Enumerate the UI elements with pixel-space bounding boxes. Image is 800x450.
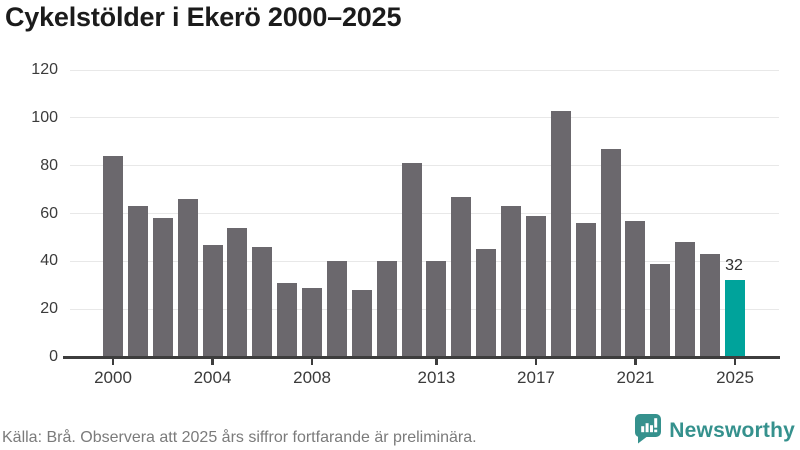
y-axis-label: 120 — [31, 61, 58, 78]
bar-chart-plot-area: 0 20 40 60 80 100 120 2000 2004 2008 2013 2017 2021 2… — [31, 61, 780, 387]
bar — [152, 218, 173, 357]
bar — [277, 282, 298, 357]
y-axis-label: 40 — [40, 252, 58, 270]
bar — [351, 290, 372, 357]
x-axis-tick — [435, 358, 438, 365]
chart-title: Cykelstölder i Ekerö 2000–2025 — [5, 2, 402, 32]
x-axis-tick — [634, 358, 637, 365]
bar — [202, 244, 223, 357]
y-axis-label: 60 — [40, 204, 58, 222]
y-axis-label: 20 — [40, 300, 58, 318]
x-axis-tick — [211, 358, 214, 365]
x-axis-tick — [111, 358, 115, 365]
y-axis-label: 0 — [49, 348, 58, 365]
x-axis-label: 2021 — [616, 368, 655, 387]
y-axis-label: 100 — [31, 108, 58, 126]
bar — [177, 199, 198, 357]
grid-line — [70, 260, 779, 262]
bar — [302, 287, 323, 357]
bar — [675, 242, 696, 357]
bar — [525, 215, 546, 357]
grid-line — [70, 308, 779, 310]
speech-bubble-bar-chart-icon — [634, 413, 662, 449]
grid-line — [70, 69, 779, 71]
bar — [501, 206, 522, 357]
x-axis-tick — [733, 358, 737, 365]
grid-line — [70, 213, 779, 214]
x-axis-tick — [534, 358, 538, 365]
x-axis-tick — [310, 358, 314, 365]
source-note: Källa: Brå. Observera att 2025 års siffr… — [2, 429, 477, 446]
bar — [326, 261, 347, 357]
bar — [376, 261, 397, 357]
bar — [550, 110, 571, 357]
x-axis-label: 2008 — [293, 368, 331, 387]
bar — [650, 263, 671, 357]
bar — [625, 220, 646, 357]
grid-line — [70, 165, 779, 167]
newsworthy-logo: Newsworthy — [634, 413, 795, 449]
bar — [127, 206, 148, 357]
bar — [451, 196, 472, 357]
bar — [700, 254, 721, 357]
x-axis-label: 2000 — [94, 368, 132, 387]
bar — [227, 227, 248, 357]
bar-highlight — [725, 280, 745, 357]
x-axis-label: 2013 — [417, 368, 456, 387]
bar — [600, 148, 621, 357]
x-axis-label: 2025 — [716, 368, 754, 387]
bar — [401, 163, 422, 357]
y-axis-label: 80 — [40, 156, 58, 174]
x-axis-label: 2017 — [517, 368, 555, 387]
bar — [252, 246, 273, 357]
bar — [575, 223, 596, 357]
bar — [426, 261, 447, 357]
bar — [476, 249, 497, 357]
x-axis-line — [63, 355, 780, 359]
value-label: 32 — [725, 257, 743, 275]
grid-line — [70, 117, 779, 119]
brand-name: Newsworthy — [669, 419, 795, 442]
bar — [103, 156, 123, 357]
x-axis-label: 2004 — [193, 368, 232, 387]
